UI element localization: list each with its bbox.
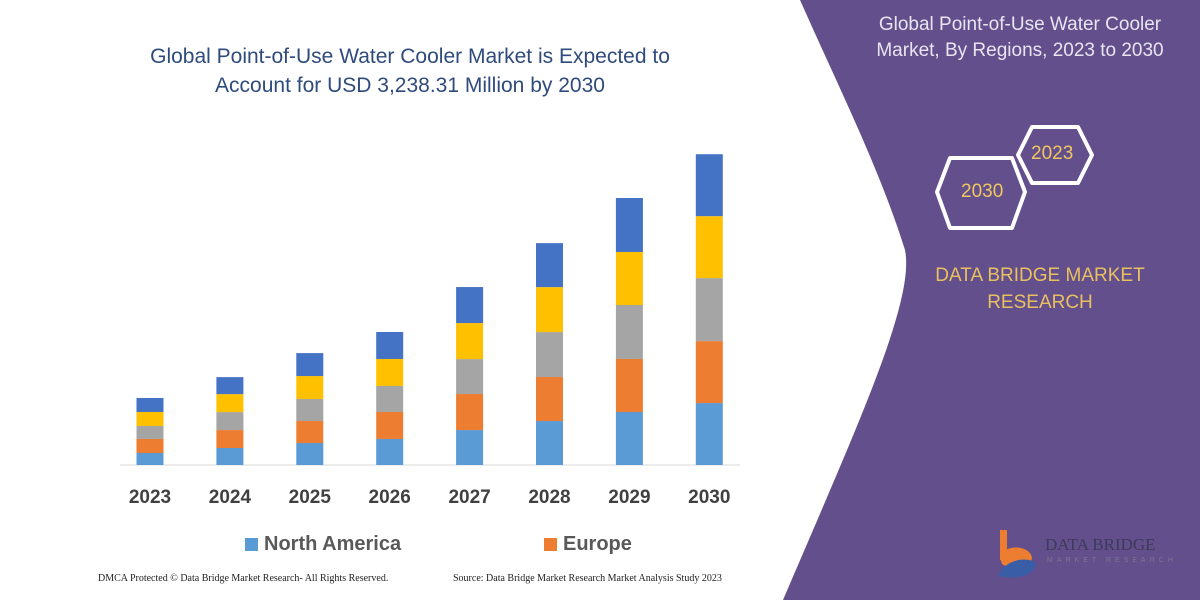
bar-segment-2024-europe — [216, 430, 244, 449]
logo-icon — [998, 530, 1036, 578]
legend-swatch — [544, 538, 557, 551]
bar-segment-2028-series-5 — [536, 243, 563, 288]
bars-group — [136, 154, 723, 465]
bar-segment-2026-series-3 — [376, 385, 404, 412]
x-tick-label: 2028 — [528, 487, 570, 508]
bar-segment-2026-series-5 — [376, 331, 404, 359]
legend-label: North America — [264, 533, 402, 555]
hex-label-2023: 2023 — [1031, 143, 1074, 164]
bar-segment-2027-series-3 — [456, 359, 484, 395]
legend-label: Europe — [563, 533, 632, 555]
x-tick-label: 2030 — [688, 487, 730, 508]
bar-segment-2026-series-4 — [376, 358, 404, 386]
bar-segment-2027-north-america — [456, 430, 484, 465]
bar-segment-2029-north-america — [615, 411, 643, 465]
bar-segment-2025-series-4 — [296, 376, 324, 400]
brand-line1: DATA BRIDGE MARKET — [935, 265, 1145, 286]
side-panel-title: Global Point-of-Use Water Cooler Market,… — [850, 12, 1190, 64]
bar-segment-2030-series-5 — [695, 154, 723, 217]
hexagon-2023 — [1016, 125, 1094, 185]
x-tick-label: 2025 — [289, 487, 332, 508]
hexagon-2030 — [935, 156, 1027, 230]
bar-segment-2023-series-5 — [136, 397, 164, 412]
bar-segment-2024-series-3 — [216, 412, 244, 431]
bar-segment-2029-series-4 — [615, 251, 643, 306]
bar-segment-2028-europe — [536, 377, 563, 422]
bar-segment-2028-series-4 — [536, 287, 563, 333]
source-text: Source: Data Bridge Market Research Mark… — [453, 573, 722, 584]
bar-segment-2030-series-3 — [695, 278, 723, 342]
side-title-line2: Market, By Regions, 2023 to 2030 — [876, 40, 1164, 61]
x-tick-label: 2023 — [129, 487, 171, 508]
hex-label-2030: 2030 — [961, 181, 1004, 202]
bar-segment-2030-series-4 — [695, 216, 723, 279]
bar-segment-2027-series-4 — [456, 323, 484, 360]
logo-subtext: MARKET RESEARCH — [1047, 557, 1177, 564]
bar-segment-2023-series-3 — [136, 426, 164, 439]
x-tick-label: 2026 — [369, 487, 411, 508]
bar-segment-2025-series-5 — [296, 353, 324, 377]
bar-segment-2023-north-america — [136, 452, 164, 465]
bar-segment-2027-europe — [456, 394, 484, 431]
bar-segment-2030-north-america — [695, 403, 723, 465]
bar-segment-2024-series-5 — [216, 377, 244, 395]
chart-title-line2: Account for USD 3,238.31 Million by 2030 — [215, 74, 605, 97]
chart-title: Global Point-of-Use Water Cooler Market … — [110, 42, 710, 100]
x-tick-label: 2024 — [209, 487, 252, 508]
x-tick-label: 2027 — [448, 487, 490, 508]
x-tick-labels: 2023 2024 2025 2026 2027 2028 2029 2030 — [129, 487, 731, 508]
bar-segment-2025-north-america — [296, 443, 324, 465]
bar-segment-2023-series-4 — [136, 411, 164, 427]
side-panel-shape — [783, 0, 1200, 600]
bar-segment-2024-series-4 — [216, 394, 244, 413]
chart-title-line1: Global Point-of-Use Water Cooler Market … — [150, 45, 670, 68]
brand-line2: RESEARCH — [987, 292, 1093, 313]
bar-segment-2028-series-3 — [536, 332, 563, 378]
bar-segment-2024-north-america — [216, 448, 244, 465]
bar-segment-2025-series-3 — [296, 399, 324, 422]
bar-segment-2026-north-america — [376, 438, 404, 465]
bar-segment-2027-series-5 — [456, 287, 484, 324]
side-title-line1: Global Point-of-Use Water Cooler — [878, 14, 1162, 35]
bar-segment-2029-series-5 — [615, 198, 643, 252]
bar-segment-2030-europe — [695, 341, 723, 404]
bar-segment-2025-europe — [296, 421, 324, 444]
logo-text: DATA BRIDGE — [1045, 535, 1156, 554]
legend-item-europe: Europe — [544, 533, 632, 556]
legend-item-north-america: North America — [245, 533, 401, 556]
bar-segment-2026-europe — [376, 411, 404, 439]
bar-segment-2023-europe — [136, 438, 164, 453]
copyright-text: DMCA Protected © Data Bridge Market Rese… — [98, 573, 389, 584]
brand-text: DATA BRIDGE MARKET RESEARCH — [900, 262, 1180, 316]
x-tick-label: 2029 — [608, 487, 650, 508]
bar-segment-2029-series-3 — [615, 305, 643, 359]
bar-segment-2028-north-america — [536, 421, 563, 465]
legend-swatch — [245, 538, 258, 551]
bar-segment-2029-europe — [615, 358, 643, 412]
